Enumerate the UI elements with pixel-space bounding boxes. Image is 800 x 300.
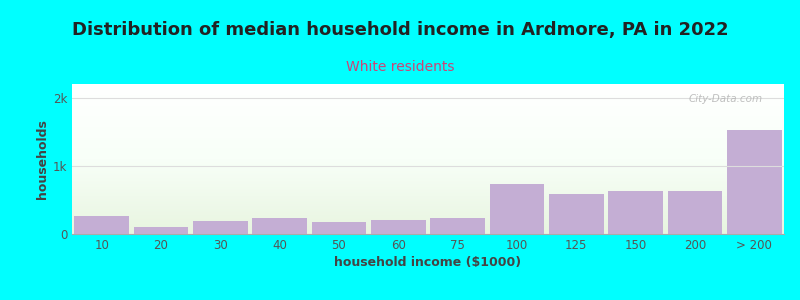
Text: White residents: White residents (346, 60, 454, 74)
Bar (549, 194, 604, 234)
Bar (74, 216, 129, 234)
Bar (668, 191, 722, 234)
Text: City-Data.com: City-Data.com (689, 94, 762, 104)
Bar (252, 218, 307, 234)
X-axis label: household income ($1000): household income ($1000) (334, 256, 522, 269)
Bar (312, 222, 366, 234)
Y-axis label: households: households (35, 119, 49, 199)
Bar (371, 220, 426, 234)
Bar (430, 218, 485, 234)
Bar (608, 191, 663, 234)
Bar (193, 221, 248, 234)
Bar (134, 227, 188, 234)
Bar (490, 184, 544, 234)
Text: Distribution of median household income in Ardmore, PA in 2022: Distribution of median household income … (72, 21, 728, 39)
Bar (727, 130, 782, 234)
